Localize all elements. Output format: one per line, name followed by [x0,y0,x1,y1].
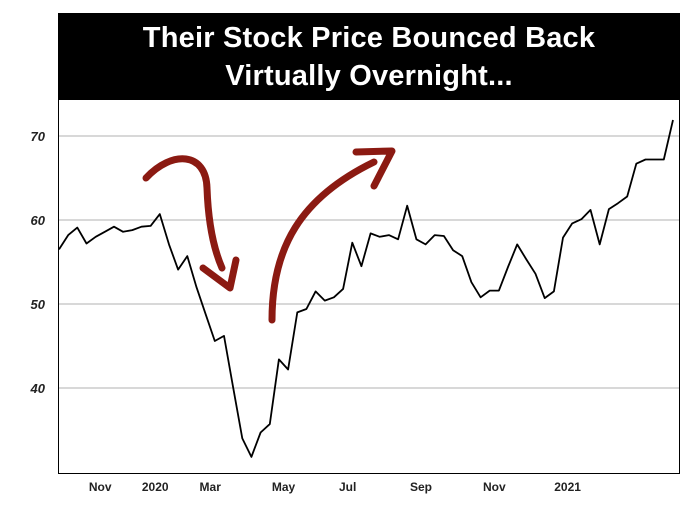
x-tick-label: Nov [89,480,112,494]
x-tick-label: Nov [483,480,506,494]
x-tick-label: May [272,480,296,494]
x-tick-label: 2020 [142,480,169,494]
y-tick-label: 60 [31,213,46,228]
up-arrow-head-icon [352,147,396,190]
x-tick-label: 2021 [554,480,581,494]
chart-title-banner: Their Stock Price Bounced Back Virtually… [58,13,680,100]
y-tick-label: 50 [31,297,46,312]
down-arrow-head-icon [199,256,240,292]
x-tick-label: Mar [200,480,222,494]
down-arrow-icon [142,155,226,272]
chart-title-line-2: Virtually Overnight... [225,60,513,92]
x-tick-label: Sep [410,480,432,494]
y-tick-label: 40 [30,381,46,396]
x-tick-label: Jul [339,480,356,494]
stock-price-line [58,119,674,458]
up-arrow-icon [268,158,378,324]
y-tick-label: 70 [31,129,46,144]
chart-title-line-1: Their Stock Price Bounced Back [142,22,596,54]
